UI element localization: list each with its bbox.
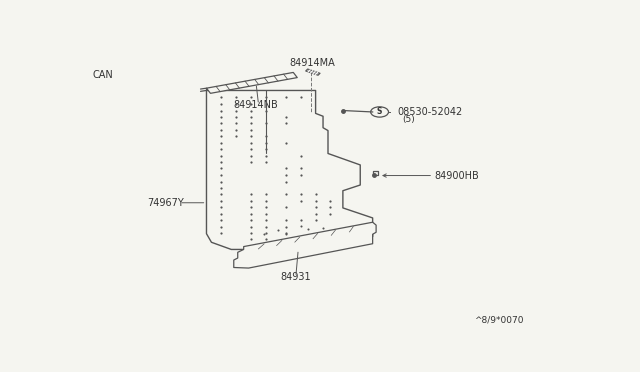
Text: (5): (5) (403, 115, 415, 124)
Polygon shape (207, 90, 372, 250)
Polygon shape (306, 69, 320, 75)
Text: ^8/9*0070: ^8/9*0070 (474, 315, 524, 324)
Text: 08530-52042: 08530-52042 (397, 107, 463, 117)
Text: 74967Y: 74967Y (147, 198, 184, 208)
Text: 84914NB: 84914NB (234, 100, 278, 110)
Text: 84914MA: 84914MA (289, 58, 335, 68)
Text: S: S (377, 108, 382, 116)
Polygon shape (234, 222, 376, 268)
Text: 84931: 84931 (280, 272, 311, 282)
Text: 84900HB: 84900HB (435, 171, 479, 182)
Polygon shape (372, 171, 378, 175)
Text: CAN: CAN (92, 70, 113, 80)
Polygon shape (207, 73, 297, 93)
